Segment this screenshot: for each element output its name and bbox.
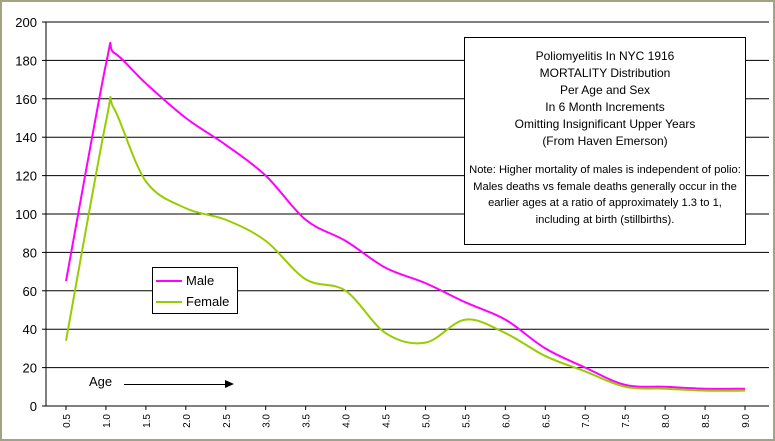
x-tick-labels: 0.5 1.0 1.5 2.0 2.5 3.0 3.5 4.0 4.5 5.0 5.5 6.0 6.5 7…: [62, 414, 752, 428]
x-tick-label-8: 4.5: [382, 414, 393, 428]
x-tick-label-16: 8.5: [701, 414, 712, 428]
annotation-box: Poliomyelitis In NYC 1916 MORTALITY Dist…: [464, 37, 746, 245]
age-arrow-icon: [124, 380, 234, 388]
legend-label-female: Female: [186, 294, 230, 309]
annotation-title-line-2: MORTALITY Distribution: [539, 66, 671, 80]
series-line-male: [65, 41, 746, 390]
annotation-note: Note: Higher mortality of males is indep…: [469, 164, 741, 226]
x-tick-label-0: 0.5: [62, 414, 73, 428]
x-tick-label-13: 7.0: [581, 414, 592, 428]
y-tick-label-180: 180: [15, 53, 37, 68]
x-tick-label-7: 4.0: [342, 414, 353, 428]
legend-entry-female: Female: [156, 294, 229, 309]
annotation-title-line-4: In 6 Month Increments: [545, 100, 665, 114]
y-tick-label-20: 20: [23, 361, 37, 376]
legend-entry-male: Male: [156, 273, 214, 288]
x-tick-label-14: 7.5: [621, 414, 632, 428]
x-tick-label-1: 1.0: [102, 414, 113, 428]
annotation-title-line-6: (From Haven Emerson): [542, 134, 668, 148]
x-tick-label-4: 2.5: [222, 414, 233, 428]
annotation-title-line-1: Poliomyelitis In NYC 1916: [535, 49, 675, 63]
y-tick-label-80: 80: [23, 245, 37, 260]
x-tick-label-2: 1.5: [142, 414, 153, 428]
x-tick-label-5: 3.0: [262, 414, 273, 428]
y-tick-label-200: 200: [15, 15, 37, 30]
x-tick-label-11: 6.0: [501, 414, 512, 428]
legend-swatch-male: [156, 279, 182, 282]
legend-swatch-female: [156, 300, 182, 303]
y-tick-labels: 0 20 40 60 80 100 120 140 160 180 200: [15, 15, 37, 414]
annotation-title-line-5: Omitting Insignificant Upper Years: [514, 117, 696, 131]
y-tick-label-60: 60: [23, 284, 37, 299]
x-tick-label-15: 8.0: [661, 414, 672, 428]
y-tick-label-140: 140: [15, 130, 37, 145]
series-lines: [65, 41, 746, 392]
y-tick-label-40: 40: [23, 322, 37, 337]
axes: [42, 21, 769, 410]
x-tick-label-6: 3.5: [302, 414, 313, 428]
legend: Male Female: [152, 267, 238, 314]
x-tick-label-9: 5.0: [421, 414, 432, 428]
x-tick-label-3: 2.0: [182, 414, 193, 428]
annotation-title-line-3: Per Age and Sex: [559, 83, 651, 97]
legend-label-male: Male: [186, 273, 215, 288]
y-tick-label-0: 0: [30, 399, 37, 414]
x-tick-label-17: 9.0: [741, 414, 752, 428]
x-tick-label-12: 6.5: [541, 414, 552, 428]
y-tick-label-160: 160: [15, 92, 37, 107]
age-annotation-label: Age: [89, 374, 113, 389]
series-line-female: [65, 96, 746, 392]
x-tick-label-10: 5.5: [461, 414, 472, 428]
y-tick-label-120: 120: [15, 169, 37, 184]
y-tick-label-100: 100: [15, 207, 37, 222]
